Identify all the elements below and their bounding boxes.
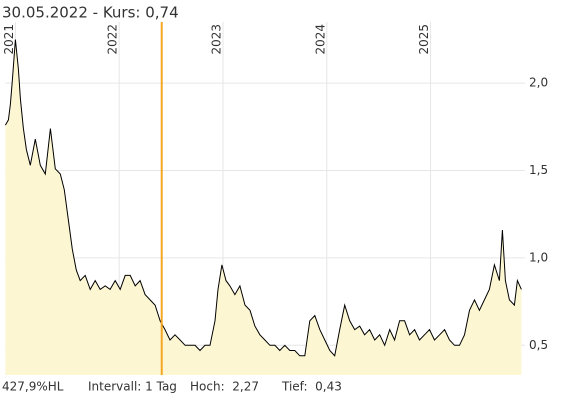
y-tick-label: 1,0 bbox=[529, 250, 548, 264]
footer-low: Tief: 0,43 bbox=[281, 380, 342, 394]
x-tick-label: 2024 bbox=[313, 24, 327, 55]
footer-high: Hoch: 2,27 bbox=[190, 380, 259, 394]
price-line bbox=[4, 39, 522, 357]
x-tick-label: 2021 bbox=[2, 24, 16, 55]
x-tick-label: 2022 bbox=[106, 24, 120, 55]
x-tick-label: 2023 bbox=[209, 24, 223, 55]
y-tick-label: 0,5 bbox=[529, 338, 548, 352]
footer-range: 427,9%HL bbox=[2, 380, 64, 394]
y-tick-label: 1,5 bbox=[529, 163, 548, 177]
footer-interval: Intervall: 1 Tag bbox=[88, 380, 177, 394]
x-tick-label: 2025 bbox=[417, 24, 431, 55]
y-tick-label: 2,0 bbox=[529, 76, 548, 90]
area bbox=[5, 39, 522, 375]
header: 30.05.2022 - Kurs: 0,74 bbox=[2, 4, 179, 22]
